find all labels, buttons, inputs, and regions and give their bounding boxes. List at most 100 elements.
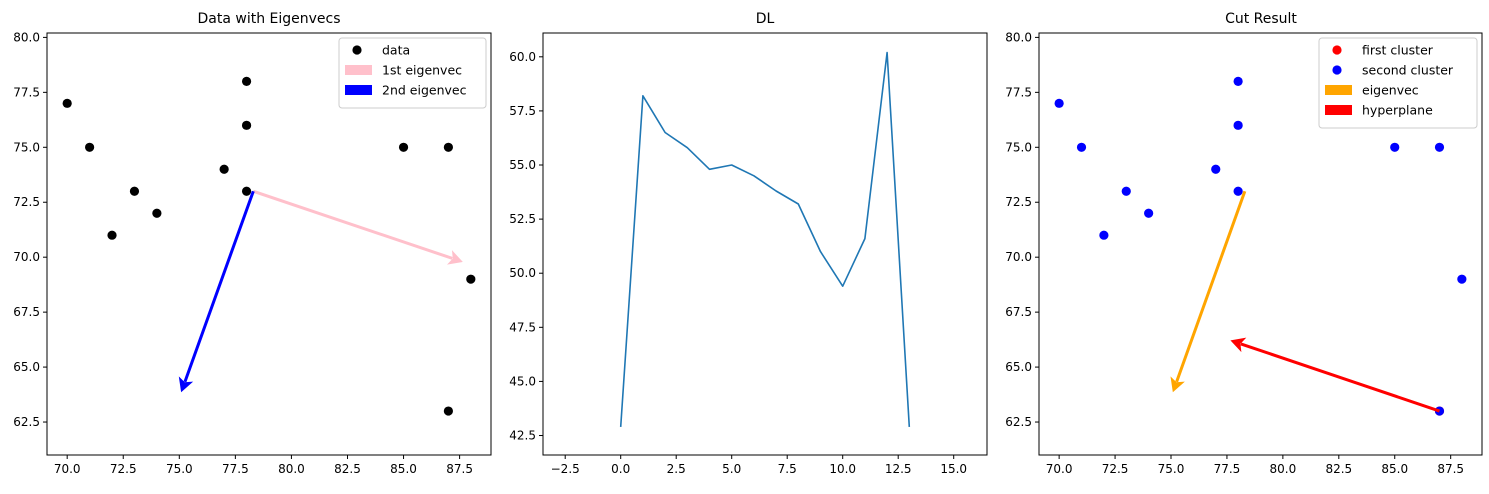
data-point xyxy=(1390,142,1400,152)
data-point xyxy=(1457,274,1467,284)
data-point xyxy=(466,274,476,284)
legend-box xyxy=(338,37,487,109)
x-tick-label: 77.5 xyxy=(1214,462,1241,476)
legend-entry-second-cluster: second cluster xyxy=(1332,63,1454,78)
axes-frame xyxy=(542,32,988,456)
x-tick-label: 75.0 xyxy=(166,462,193,476)
y-tick-label: 62.5 xyxy=(13,415,40,429)
y-tick-label: 72.5 xyxy=(1005,195,1032,209)
y-tick-label: 67.5 xyxy=(13,305,40,319)
chart-data-with-eigenvecs: Data with Eigenvecs 70.0 72.5 75.0 77.5 80.0… xyxy=(13,11,492,476)
data-point xyxy=(85,142,95,152)
legend-entry-first-cluster: first cluster xyxy=(1332,43,1434,58)
legend-marker xyxy=(352,45,362,55)
legend: first cluster second cluster eigenvec hyper… xyxy=(1318,37,1478,129)
legend-entry-eigenvec: eigenvec xyxy=(1325,83,1419,98)
arrow-hyperplane xyxy=(1230,337,1440,413)
legend: data 1st eigenvec 2nd eigenvec xyxy=(338,37,487,109)
x-tick-label: 85.0 xyxy=(390,462,417,476)
x-tick-label: 70.0 xyxy=(1046,462,1073,476)
legend-marker xyxy=(1332,65,1342,75)
x-tick-label: 87.5 xyxy=(446,462,473,476)
x-tick-label: 15.0 xyxy=(940,462,967,476)
data-point xyxy=(1121,186,1131,196)
arrow-2nd-eigenvec xyxy=(178,190,255,393)
y-tick-label: 75.0 xyxy=(1005,140,1032,154)
legend-label: 2nd eigenvec xyxy=(382,83,467,98)
legend-label: eigenvec xyxy=(1362,83,1419,98)
chart-dl: DL −2.5 0.0 2.5 5.0 7.5 10.0 12.5 15.0 42.5 45.0 4… xyxy=(509,11,988,476)
data-point xyxy=(1099,230,1109,240)
x-tick-label: −2.5 xyxy=(551,462,580,476)
data-point xyxy=(1054,98,1064,108)
legend-swatch xyxy=(1325,85,1352,95)
data-point xyxy=(152,208,162,218)
legend-label: second cluster xyxy=(1362,63,1454,78)
data-point xyxy=(1233,76,1243,86)
x-tick-label: 75.0 xyxy=(1158,462,1185,476)
x-tick-label: 80.0 xyxy=(1270,462,1297,476)
chart-cut-result: Cut Result 70.0 72.5 75.0 77.5 80.0 82.5 85.0 8… xyxy=(1005,11,1483,476)
legend-entry-2nd-eigenvec: 2nd eigenvec xyxy=(345,83,467,98)
x-tick-label: 82.5 xyxy=(334,462,361,476)
y-tick-label: 60.0 xyxy=(509,50,536,64)
y-tick-label: 70.0 xyxy=(13,250,40,264)
data-point xyxy=(1144,208,1154,218)
data-point xyxy=(1076,142,1087,152)
data-point xyxy=(241,76,252,86)
data-point xyxy=(1233,186,1243,196)
chart-title: DL xyxy=(756,11,775,27)
data-point xyxy=(107,230,117,240)
x-tick-label: 85.0 xyxy=(1381,462,1408,476)
legend-entry-data: data xyxy=(352,43,410,58)
x-tick-label: 7.5 xyxy=(778,462,797,476)
y-tick-label: 77.5 xyxy=(1005,85,1032,99)
y-tick-label: 77.5 xyxy=(13,85,40,99)
axes-frame xyxy=(46,32,492,456)
legend-swatch xyxy=(345,85,372,95)
legend-swatch xyxy=(345,65,372,75)
data-point xyxy=(443,142,453,152)
data-point xyxy=(62,98,72,108)
legend-label: first cluster xyxy=(1362,43,1434,58)
y-tick-label: 45.0 xyxy=(509,374,536,388)
x-tick-label: 87.5 xyxy=(1437,462,1464,476)
x-tick-label: 12.5 xyxy=(885,462,912,476)
x-tick-label: 70.0 xyxy=(54,462,81,476)
arrow-eigenvec xyxy=(1170,190,1247,393)
y-tick-label: 62.5 xyxy=(1005,415,1032,429)
data-point xyxy=(1434,142,1445,152)
y-tick-label: 52.5 xyxy=(509,212,536,226)
chart-title: Cut Result xyxy=(1225,11,1297,27)
data-point xyxy=(219,164,229,174)
x-tick-label: 77.5 xyxy=(222,462,249,476)
data-point xyxy=(241,186,252,196)
x-tick-label: 10.0 xyxy=(829,462,856,476)
series-data xyxy=(62,76,476,416)
chart-title: Data with Eigenvecs xyxy=(197,11,340,27)
y-tick-label: 65.0 xyxy=(13,360,40,374)
series-second-cluster xyxy=(1054,76,1467,416)
legend-box xyxy=(1318,37,1478,129)
legend-swatch xyxy=(1325,105,1352,115)
y-tick-label: 80.0 xyxy=(13,30,40,44)
y-tick-label: 75.0 xyxy=(13,140,40,154)
x-tick-label: 5.0 xyxy=(722,462,741,476)
data-point xyxy=(443,406,453,416)
x-tick-label: 80.0 xyxy=(278,462,305,476)
legend-label: hyperplane xyxy=(1362,103,1433,118)
x-tick-label: 0.0 xyxy=(611,462,630,476)
y-tick-label: 42.5 xyxy=(509,429,536,443)
y-tick-label: 67.5 xyxy=(1005,305,1032,319)
legend-label: 1st eigenvec xyxy=(382,63,462,78)
data-point xyxy=(398,142,409,152)
y-tick-label: 50.0 xyxy=(509,266,536,280)
data-point xyxy=(1211,164,1221,174)
series-line xyxy=(619,51,911,427)
x-tick-label: 72.5 xyxy=(110,462,137,476)
data-point xyxy=(1233,120,1243,130)
legend-label: data xyxy=(382,43,410,58)
y-tick-label: 80.0 xyxy=(1005,30,1032,44)
legend-entry-hyperplane: hyperplane xyxy=(1325,103,1433,118)
